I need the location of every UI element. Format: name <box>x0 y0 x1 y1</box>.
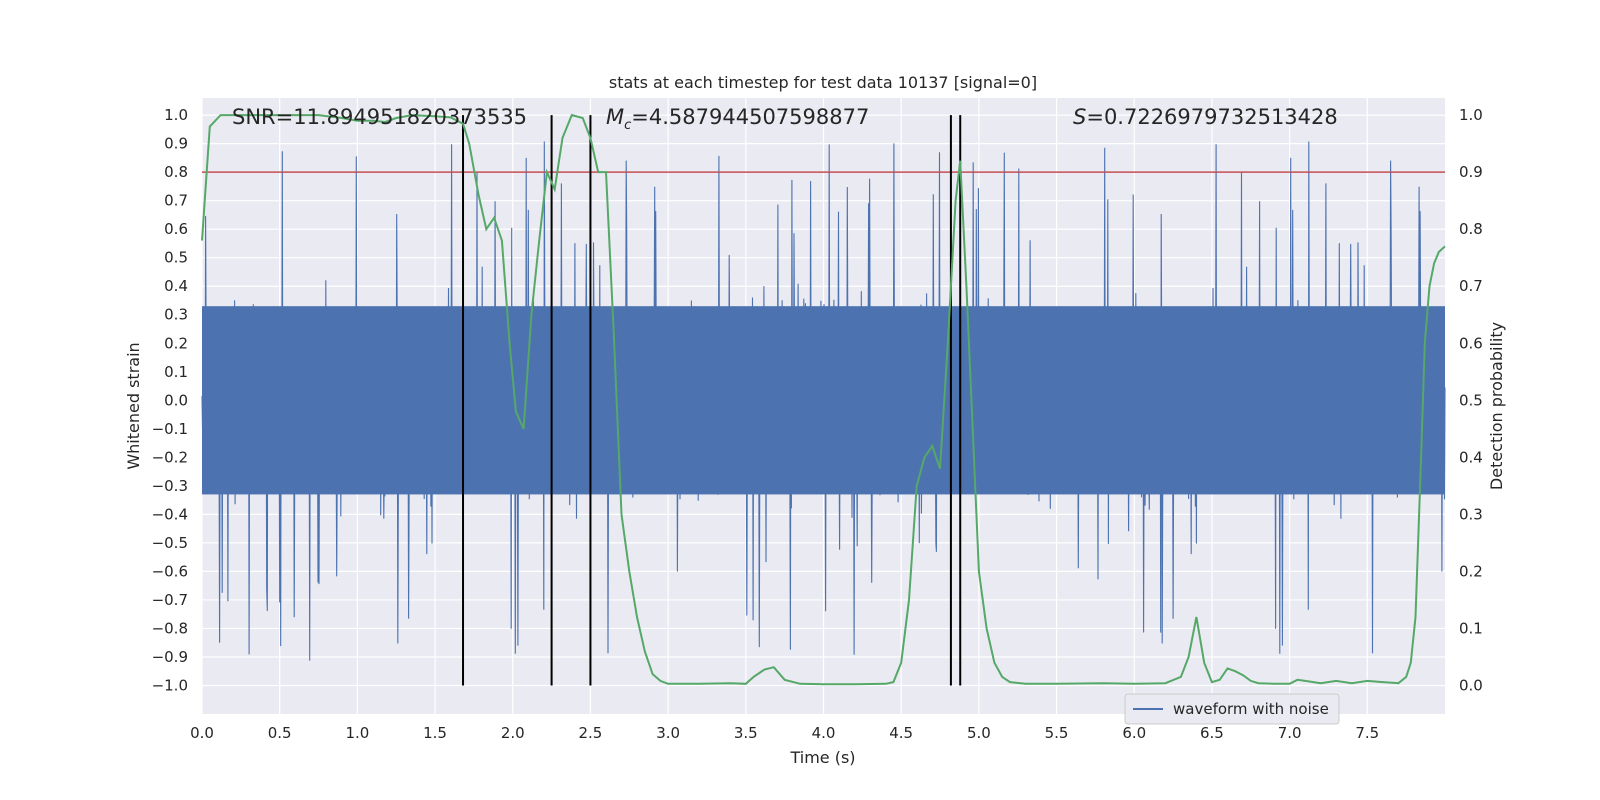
y2-tick-label: 0.5 <box>1459 391 1483 409</box>
legend-label: waveform with noise <box>1173 700 1329 718</box>
y-tick-label: 0.1 <box>164 363 188 381</box>
y2-tick-label: 0.7 <box>1459 277 1483 295</box>
y-tick-label: 0.7 <box>164 192 188 210</box>
y-tick-label: 1.0 <box>164 106 188 124</box>
y-tick-label: −0.9 <box>152 648 188 666</box>
x-tick-label: 0.5 <box>268 724 292 742</box>
y-tick-label: −0.8 <box>152 619 188 637</box>
x-tick-labels: 0.0 0.5 1.0 1.5 2.0 2.5 3.0 3.5 4.0 4.5 5.0 5.5 6.0 6… <box>190 724 1379 742</box>
y-tick-labels: 1.0 0.9 0.8 0.7 0.6 0.5 0.4 0.3 0.2 0.1 0.0 −0.1 −0.… <box>152 106 188 694</box>
y-tick-label: −0.3 <box>152 477 188 495</box>
x-tick-label: 7.5 <box>1355 724 1379 742</box>
y-tick-label: −0.2 <box>152 448 188 466</box>
x-tick-label: 4.5 <box>889 724 913 742</box>
y2-tick-label: 1.0 <box>1459 106 1483 124</box>
x-tick-label: 3.0 <box>656 724 680 742</box>
detection-probability-series <box>201 113 1446 686</box>
x-tick-label: 1.0 <box>345 724 369 742</box>
event-lines <box>462 115 962 686</box>
chart-title: stats at each timestep for test data 101… <box>609 73 1037 92</box>
y-tick-label: 0.6 <box>164 220 188 238</box>
x-tick-label: 7.0 <box>1278 724 1302 742</box>
y2-tick-label: 0.4 <box>1459 448 1483 466</box>
x-tick-label: 5.5 <box>1045 724 1069 742</box>
y2-tick-label: 0.2 <box>1459 562 1483 580</box>
legend-box <box>1124 693 1340 725</box>
chirp-mass-annotation: Mc=4.587944507598877 <box>606 105 869 133</box>
y2-tick-labels: 1.0 0.9 0.8 0.7 0.6 0.5 0.4 0.3 0.2 0.1 0.0 <box>1459 106 1483 694</box>
waveform-with-noise-series <box>201 141 1446 661</box>
x-tick-label: 3.5 <box>734 724 758 742</box>
y-tick-label: 0.8 <box>164 163 188 181</box>
x-tick-label: 6.5 <box>1200 724 1224 742</box>
y-tick-label: 0.9 <box>164 135 188 153</box>
snr-annotation: SNR=11.894951820373535 <box>232 105 527 129</box>
x-tick-label: 5.0 <box>967 724 991 742</box>
x-axis-label: Time (s) <box>789 748 855 767</box>
y2-tick-label: 0.3 <box>1459 505 1483 523</box>
y-axis-label: Whitened strain <box>124 342 143 469</box>
x-tick-label: 0.0 <box>190 724 214 742</box>
y-tick-label: −0.6 <box>152 562 188 580</box>
y-tick-label: 0.2 <box>164 334 188 352</box>
spin-annotation: S=0.7226979732513428 <box>1073 105 1338 129</box>
x-tick-label: 2.0 <box>501 724 525 742</box>
x-tick-label: 1.5 <box>423 724 447 742</box>
y-tick-label: 0.4 <box>164 277 188 295</box>
x-tick-label: 4.0 <box>812 724 836 742</box>
y2-tick-label: 0.8 <box>1459 220 1483 238</box>
y-tick-label: 0.5 <box>164 249 188 267</box>
y-tick-label: −0.4 <box>152 505 188 523</box>
y2-tick-label: 0.6 <box>1459 334 1483 352</box>
y2-tick-label: 0.0 <box>1459 676 1483 694</box>
x-tick-label: 2.5 <box>579 724 603 742</box>
y-tick-label: −0.5 <box>152 534 188 552</box>
waveform-dense-band <box>202 306 1445 495</box>
y2-tick-label: 0.1 <box>1459 619 1483 637</box>
y-tick-label: −1.0 <box>152 676 188 694</box>
y-tick-label: 0.3 <box>164 306 188 324</box>
y2-axis-label: Detection probability <box>1487 322 1506 490</box>
y-tick-label: −0.1 <box>152 420 188 438</box>
legend: waveform with noise <box>1124 693 1340 725</box>
y-tick-label: 0.0 <box>164 391 188 409</box>
y-tick-label: −0.7 <box>152 591 188 609</box>
y2-tick-label: 0.9 <box>1459 163 1483 181</box>
x-tick-label: 6.0 <box>1122 724 1146 742</box>
